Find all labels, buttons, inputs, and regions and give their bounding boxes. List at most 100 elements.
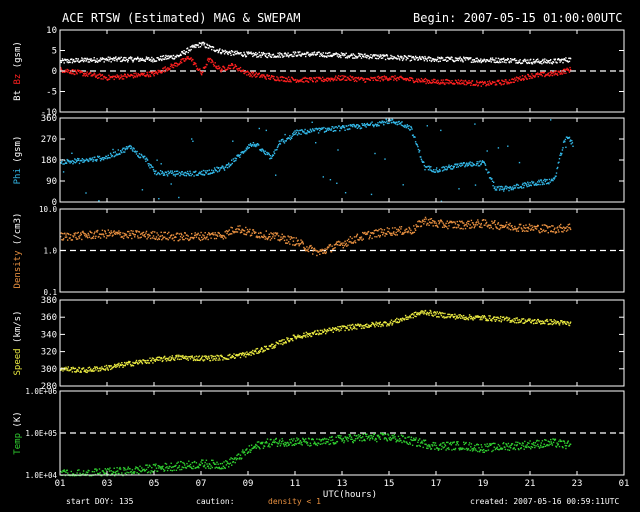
data-point [109,365,111,367]
data-point [225,237,227,239]
data-point [483,315,485,317]
data-point [513,78,515,81]
data-point [77,159,79,161]
data-point [473,61,475,63]
data-point [280,53,283,55]
data-point [118,468,121,470]
data-point [265,236,267,238]
data-point [202,173,204,175]
data-point [303,53,305,55]
data-point [82,60,85,63]
data-point [286,77,288,80]
data-point [268,236,270,238]
data-point [238,354,240,356]
data-point [144,59,146,61]
data-point [284,133,286,136]
data-point [227,354,229,357]
data-point [481,161,483,163]
data-point [177,461,179,463]
data-point [162,237,164,240]
data-point [119,77,121,79]
data-point [524,230,526,232]
data-point [143,235,145,237]
data-point [122,58,124,61]
data-point [151,72,153,74]
data-point [94,367,97,369]
data-point [64,232,66,234]
data-point [325,52,327,54]
data-point [195,65,198,67]
data-point [202,360,205,362]
data-point [299,440,302,442]
data-point [337,77,339,79]
data-point [363,327,366,329]
data-point [502,58,504,60]
data-point [184,60,186,62]
data-point [501,80,504,82]
data-point [185,237,187,240]
data-point [265,78,267,80]
data-point [436,80,438,82]
data-point [453,316,455,319]
data-point [221,462,223,465]
data-point [122,232,124,234]
data-point [471,61,473,63]
data-point [419,221,421,223]
data-point [338,78,340,80]
data-point [525,224,527,226]
data-point [516,317,518,319]
data-point [296,243,298,245]
data-point [551,320,553,323]
data-point [399,318,401,321]
data-point [171,466,173,469]
data-point [99,160,102,162]
data-point [272,75,274,77]
data-point [196,358,198,360]
data-point [397,228,400,231]
data-point [511,78,514,80]
data-point [382,79,384,82]
data-point [110,154,112,156]
data-point [476,163,478,165]
data-point [276,56,278,58]
data-point [344,129,346,131]
data-point [144,236,146,238]
data-point [293,237,295,239]
data-point [225,230,228,232]
data-point [293,334,295,336]
data-point [129,75,131,78]
data-point [200,231,202,234]
data-point [530,75,532,78]
data-point [166,173,168,176]
data-point [209,233,212,235]
data-point [257,352,259,354]
data-point [372,322,374,325]
data-point [266,153,269,156]
data-point [85,73,87,75]
data-point [304,247,306,250]
data-point [282,440,284,442]
data-point [256,53,259,55]
data-point [543,224,545,226]
data-point [479,226,481,228]
data-point [102,233,104,235]
data-point [464,57,466,59]
data-point [153,463,155,466]
data-point [245,71,248,73]
data-point [541,322,543,325]
data-point [343,325,346,327]
data-point [253,353,255,355]
data-point [336,328,338,330]
data-point [67,472,69,474]
data-point [196,359,199,361]
data-point [366,232,368,234]
data-point [325,330,327,332]
data-point [557,229,559,231]
data-point [211,169,213,171]
data-point [379,56,381,58]
data-point [474,123,476,125]
data-point [564,138,567,141]
data-point [445,82,447,84]
data-point [241,152,243,154]
data-point [535,322,537,324]
